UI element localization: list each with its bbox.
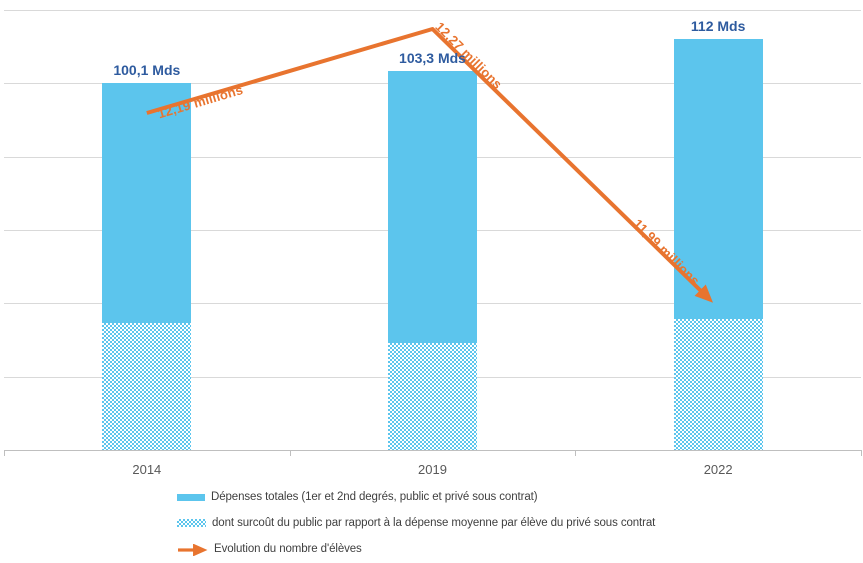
bar-total-2014	[102, 82, 192, 324]
arrow-swatch-icon	[177, 543, 208, 557]
axis-tick	[575, 450, 577, 456]
legend-item-surcout-public: dont surcoût du public par rapport à la …	[177, 510, 655, 536]
bar-value-label-2014: 100,1 Mds	[113, 61, 181, 78]
legend: Dépenses totales (1er et 2nd degrés, pub…	[177, 484, 655, 562]
hatched-bar-swatch-icon	[177, 519, 206, 527]
legend-item-depenses-totales: Dépenses totales (1er et 2nd degrés, pub…	[177, 484, 655, 510]
axis-tick	[4, 450, 5, 456]
x-axis-line	[4, 450, 861, 451]
x-axis-label-2019: 2019	[418, 462, 447, 477]
bar-surcout-2019	[388, 342, 477, 450]
bar-surcout-2014	[102, 323, 192, 450]
axis-tick	[289, 450, 291, 456]
legend-label: dont surcoût du public par rapport à la …	[212, 517, 656, 529]
bar-value-label-2019: 103,3 Mds	[399, 50, 466, 67]
axis-tick	[861, 450, 862, 456]
bar-value-label-2022: 112 Mds	[690, 18, 746, 35]
gridline	[4, 10, 861, 11]
bar-surcout-2022	[673, 319, 763, 450]
legend-item-evolution-eleves: Evolution du nombre d'élèves	[177, 536, 655, 562]
legend-label: Evolution du nombre d'élèves	[214, 543, 362, 555]
legend-label: Dépenses totales (1er et 2nd degrés, pub…	[211, 491, 538, 503]
x-axis-label-2014: 2014	[132, 462, 162, 477]
bar-total-2019	[388, 71, 477, 343]
solid-bar-swatch-icon	[177, 493, 205, 501]
x-axis-label-2022: 2022	[703, 462, 733, 477]
